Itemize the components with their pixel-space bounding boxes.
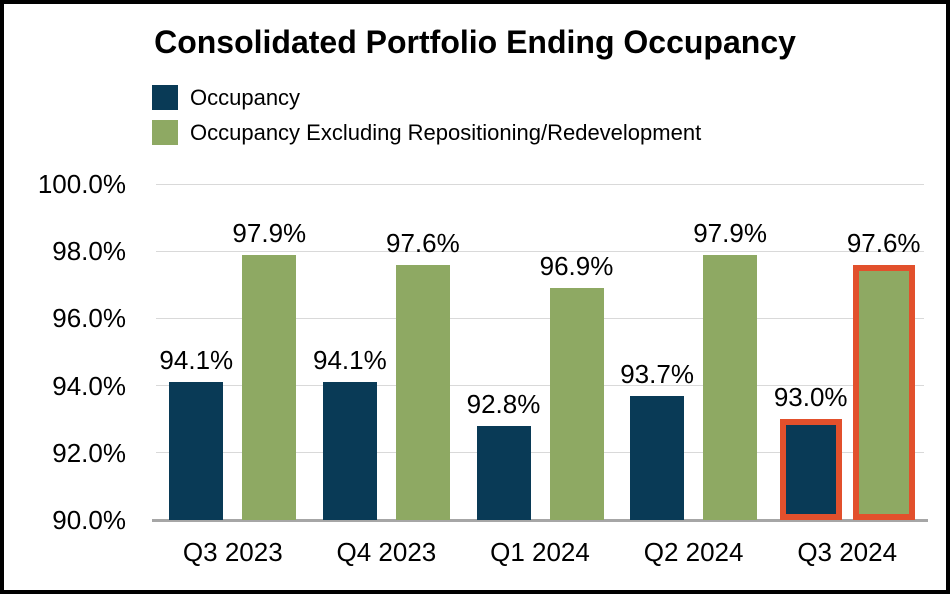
y-axis-tick-label: 96.0% — [52, 303, 126, 334]
bar-value-label: 93.0% — [773, 382, 848, 413]
gridline — [156, 452, 924, 454]
gridline — [156, 183, 924, 185]
bar — [779, 419, 842, 520]
bar — [630, 395, 685, 520]
bar-value-label: 97.9% — [232, 217, 307, 248]
x-axis-tick-label: Q3 2024 — [797, 537, 898, 567]
bar — [476, 425, 531, 520]
bar-value-label: 96.9% — [539, 251, 614, 282]
bar-value-label: 93.7% — [620, 358, 694, 389]
x-axis-tick-label: Q1 2024 — [490, 537, 590, 567]
legend-label-occupancy-excluding: Occupancy Excluding Repositioning/Redeve… — [190, 119, 702, 145]
bar — [703, 254, 758, 520]
bar-value-label: 97.6% — [846, 227, 921, 258]
x-axis-tick-label: Q3 2023 — [182, 537, 283, 567]
bar-value-label: 94.1% — [313, 345, 387, 376]
bar — [242, 254, 297, 520]
bar — [395, 264, 450, 520]
gridline — [156, 385, 924, 387]
x-axis-tick-label: Q4 2023 — [336, 537, 437, 567]
bar — [852, 264, 915, 520]
x-axis-line — [152, 519, 928, 522]
y-axis-tick-label: 94.0% — [52, 370, 126, 401]
y-axis-tick-label: 90.0% — [52, 505, 126, 535]
chart-title: Consolidated Portfolio Ending Occupancy — [154, 24, 796, 60]
legend-label-occupancy: Occupancy — [190, 84, 301, 110]
bar — [169, 382, 224, 520]
bar-value-label: 97.6% — [386, 227, 460, 258]
occupancy-excluding-swatch — [152, 120, 178, 145]
bar-value-label: 97.9% — [693, 217, 767, 248]
occupancy-swatch — [152, 85, 178, 110]
y-axis-tick-label: 98.0% — [52, 236, 126, 267]
bar-value-label: 94.1% — [159, 345, 234, 376]
bar — [322, 382, 377, 520]
legend-item-occupancy-excluding: Occupancy Excluding Repositioning/Redeve… — [152, 119, 701, 146]
y-axis-tick-label: 100.0% — [37, 169, 126, 199]
legend: Occupancy Occupancy Excluding Reposition… — [152, 84, 701, 154]
bar — [549, 288, 604, 520]
y-axis-tick-label: 92.0% — [52, 437, 126, 468]
x-axis-tick-label: Q2 2024 — [643, 537, 744, 567]
gridline — [156, 317, 924, 319]
bar-value-label: 92.8% — [466, 388, 541, 419]
legend-item-occupancy: Occupancy — [152, 84, 701, 111]
gridline — [156, 250, 924, 252]
